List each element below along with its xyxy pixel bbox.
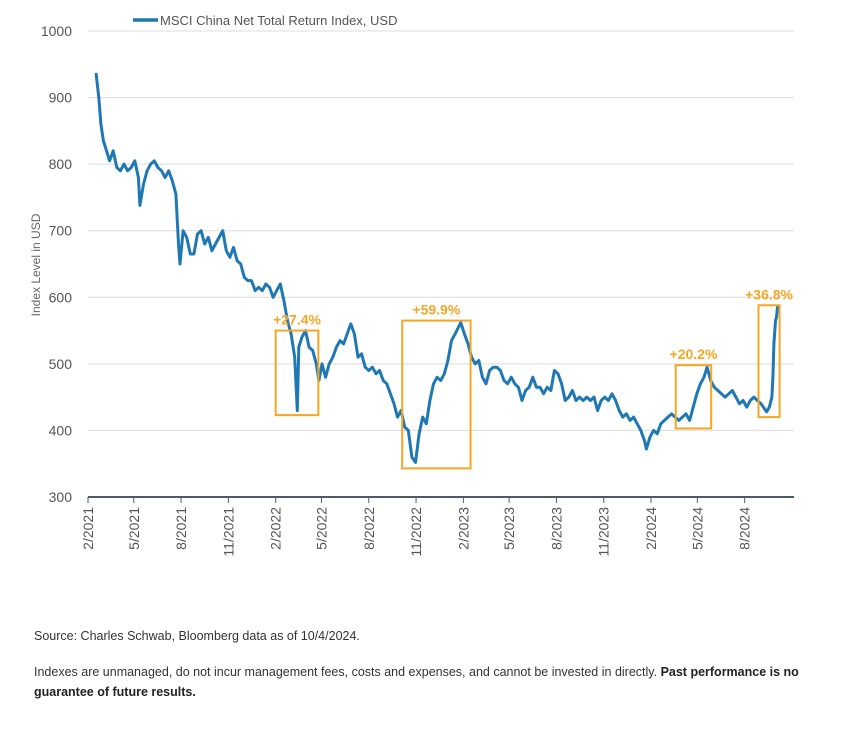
x-tick-label: 11/2023: [596, 507, 612, 557]
legend-label: MSCI China Net Total Return Index, USD: [160, 13, 397, 28]
legend: MSCI China Net Total Return Index, USD: [133, 13, 397, 28]
y-tick-label: 600: [49, 289, 73, 305]
gridlines: [88, 30, 794, 498]
y-tick-label: 300: [49, 489, 73, 505]
footer-notes: Source: Charles Schwab, Bloomberg data a…: [34, 626, 844, 702]
x-axis-ticks: 2/2021 5/2021 8/2021 11/2021 2/2022 5/2022 8/2…: [80, 497, 753, 557]
x-tick-label: 2/2021: [80, 507, 96, 550]
highlight-box: [757, 304, 781, 419]
x-tick-label: 2/2022: [268, 507, 284, 550]
annotation-label: +59.9%: [412, 302, 460, 318]
highlight-box: [274, 329, 320, 417]
y-axis-ticks: 300 400 500 600 700 800 900 1000: [41, 23, 72, 505]
annotation-label: +27.4%: [273, 312, 321, 328]
disclaimer-bold-text: Past performance is no guarantee of futu…: [34, 665, 799, 699]
x-tick-label: 8/2022: [361, 507, 377, 550]
annotation-label: +36.8%: [745, 286, 793, 302]
y-tick-label: 400: [49, 422, 73, 438]
annotation-label: +20.2%: [670, 346, 718, 362]
x-tick-label: 8/2021: [173, 507, 189, 550]
y-tick-label: 800: [49, 156, 73, 172]
x-tick-label: 2/2024: [643, 507, 659, 550]
disclaimer-text: Indexes are unmanaged, do not incur mana…: [34, 665, 658, 679]
x-tick-label: 11/2021: [220, 507, 236, 557]
x-tick-label: 5/2024: [689, 507, 705, 550]
source-note: Source: Charles Schwab, Bloomberg data a…: [34, 629, 360, 643]
x-tick-label: 5/2023: [501, 507, 517, 550]
annotations-layer: +27.4% +59.9% +20.2% +36.8%: [273, 286, 794, 470]
line-chart: 300 400 500 600 700 800 900 1000 2/2021 5/2021 8/…: [29, 13, 794, 557]
x-tick-label: 5/2022: [313, 507, 329, 550]
y-tick-label: 500: [49, 356, 73, 372]
x-tick-label: 5/2021: [126, 507, 142, 550]
disclaimer-note: Indexes are unmanaged, do not incur mana…: [34, 662, 844, 702]
y-tick-label: 700: [49, 223, 73, 239]
y-axis-title: Index Level in USD: [29, 213, 43, 316]
y-tick-label: 1000: [41, 23, 72, 39]
x-tick-label: 8/2024: [737, 507, 753, 550]
y-tick-label: 900: [49, 90, 73, 106]
highlight-box: [674, 364, 713, 430]
x-tick-label: 8/2023: [548, 507, 564, 550]
highlight-box: [401, 319, 472, 470]
x-tick-label: 11/2022: [408, 507, 424, 557]
x-tick-label: 2/2023: [455, 507, 471, 550]
